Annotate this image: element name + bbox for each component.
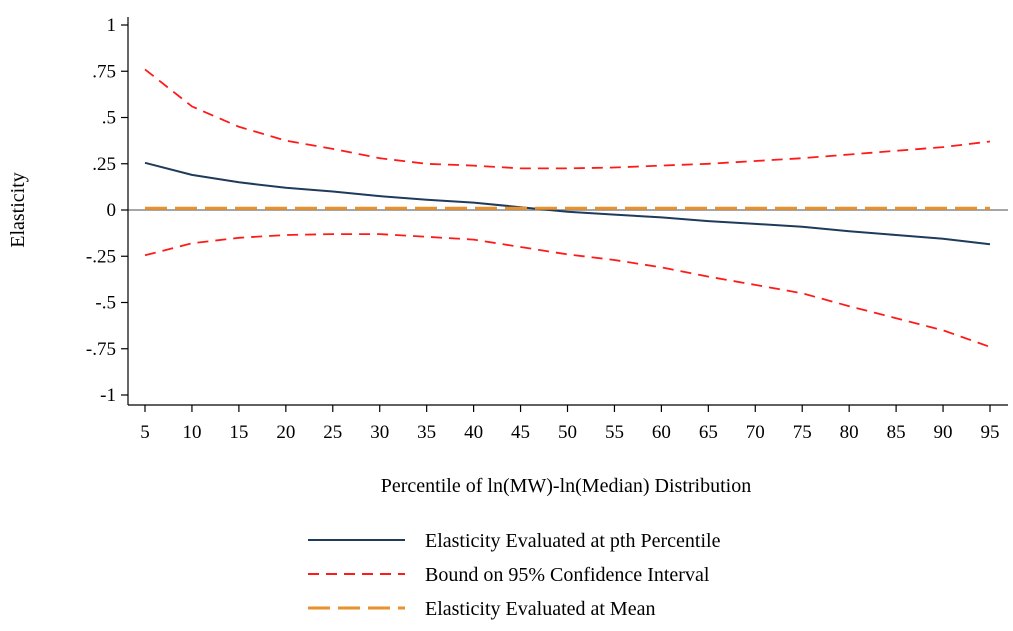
- x-tick-label: 50: [558, 422, 577, 443]
- y-tick-label: -.5: [95, 293, 116, 314]
- legend-label: Elasticity Evaluated at Mean: [425, 598, 655, 620]
- y-tick-label: -1: [100, 385, 116, 406]
- ticks-layer: 1 .75 .5 .25 0 -.25 -.5 -.75 -1 5 10 15 20 25 30 35 40 45…: [86, 15, 1000, 443]
- x-tick-label: 65: [699, 422, 718, 443]
- x-tick-label: 85: [887, 422, 906, 443]
- y-axis-title: Elasticity: [7, 172, 29, 248]
- x-tick-label: 70: [746, 422, 765, 443]
- x-tick-label: 5: [140, 422, 150, 443]
- y-tick-label: 1: [107, 15, 117, 36]
- legend-entry: Elasticity Evaluated at Mean: [308, 598, 655, 620]
- y-tick-label: .25: [92, 154, 116, 175]
- x-tick-label: 15: [229, 422, 248, 443]
- x-axis-title: Percentile of ln(MW)-ln(Median) Distribu…: [381, 475, 751, 497]
- x-tick-label: 90: [934, 422, 953, 443]
- series-line-3: [144, 233, 991, 348]
- y-tick-label: -.25: [86, 246, 116, 267]
- legend: Elasticity Evaluated at pth Percentile Bo…: [308, 530, 721, 620]
- x-tick-label: 40: [464, 422, 483, 443]
- legend-entry: Elasticity Evaluated at pth Percentile: [308, 530, 721, 552]
- y-tick-label: .75: [92, 61, 116, 82]
- x-tick-label: 25: [323, 422, 342, 443]
- legend-label: Elasticity Evaluated at pth Percentile: [425, 530, 721, 552]
- series-layer: [144, 68, 991, 348]
- x-tick-label: 45: [511, 422, 530, 443]
- series-line-1: [144, 161, 991, 246]
- x-tick-label: 55: [605, 422, 624, 443]
- y-tick-label: 0: [107, 200, 117, 221]
- x-tick-label: 30: [370, 422, 389, 443]
- legend-entry: Bound on 95% Confidence Interval: [308, 564, 710, 586]
- x-tick-label: 35: [417, 422, 436, 443]
- y-tick-label: -.75: [86, 339, 116, 360]
- x-tick-label: 60: [652, 422, 671, 443]
- series-line-2: [144, 68, 991, 170]
- y-tick-label: .5: [102, 108, 116, 129]
- x-tick-label: 80: [840, 422, 859, 443]
- x-tick-label: 95: [981, 422, 1000, 443]
- x-tick-label: 20: [276, 422, 295, 443]
- legend-label: Bound on 95% Confidence Interval: [425, 564, 710, 586]
- x-tick-label: 75: [793, 422, 812, 443]
- x-tick-label: 10: [182, 422, 201, 443]
